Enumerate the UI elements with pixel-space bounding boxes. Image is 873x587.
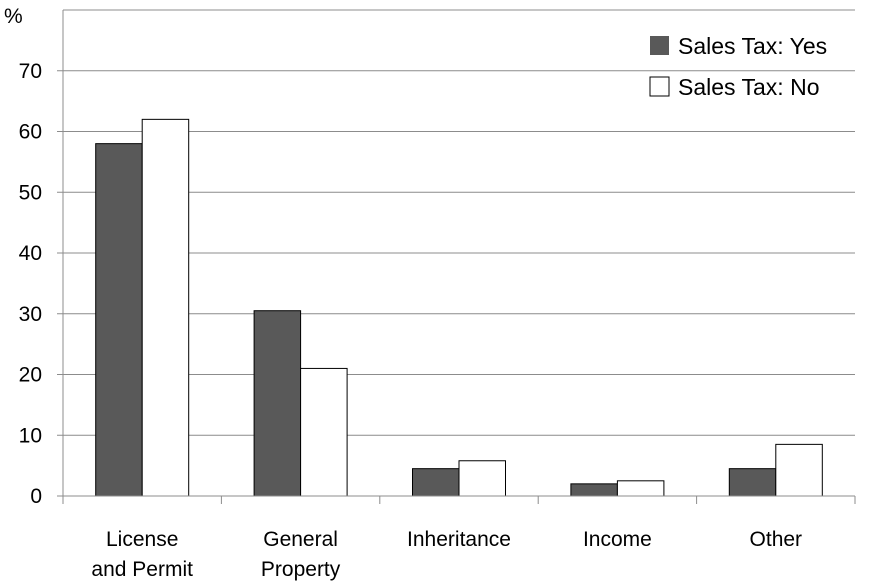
- y-tick-label: 30: [19, 303, 42, 326]
- y-tick-label: 70: [19, 60, 42, 83]
- y-tick-label: 50: [19, 181, 42, 204]
- y-axis-title: %: [4, 5, 23, 28]
- x-category-label: Other: [750, 528, 803, 551]
- bar-sales-tax-no: [458, 460, 506, 497]
- x-category-label: Inheritance: [407, 528, 511, 551]
- y-tick-label: 0: [30, 485, 42, 508]
- bar-sales-tax-yes: [728, 468, 777, 497]
- bar-sales-tax-yes: [570, 483, 618, 497]
- y-tick-label: 20: [19, 364, 42, 387]
- x-category-label: Income: [583, 528, 652, 551]
- x-category-label: Property: [261, 558, 341, 581]
- legend-swatch: [649, 76, 670, 97]
- bar-sales-tax-yes: [412, 468, 460, 497]
- bar-sales-tax-no: [616, 480, 665, 497]
- legend: Sales Tax: Yes Sales Tax: No: [649, 33, 827, 100]
- legend-label: Sales Tax: No: [678, 74, 819, 100]
- bars: [95, 118, 823, 497]
- x-category-label: and Permit: [91, 558, 193, 581]
- bar-sales-tax-yes: [253, 310, 302, 497]
- bar-sales-tax-no: [141, 118, 190, 497]
- bar-sales-tax-no: [300, 367, 348, 497]
- y-tick-label: 60: [19, 121, 42, 144]
- legend-label: Sales Tax: Yes: [678, 33, 827, 59]
- legend-swatch: [650, 36, 669, 55]
- y-tick-label: 40: [19, 242, 42, 265]
- bar-sales-tax-no: [775, 443, 823, 497]
- labels: % 0 10 20 30 40 50 60 70 License and Permit Genera…: [4, 5, 802, 581]
- bar-sales-tax-yes: [95, 143, 143, 497]
- x-category-label: General: [263, 528, 338, 551]
- gridlines: [63, 9, 855, 436]
- y-tick-label: 10: [19, 424, 42, 447]
- x-category-label: License: [106, 528, 178, 551]
- axes: [57, 10, 856, 504]
